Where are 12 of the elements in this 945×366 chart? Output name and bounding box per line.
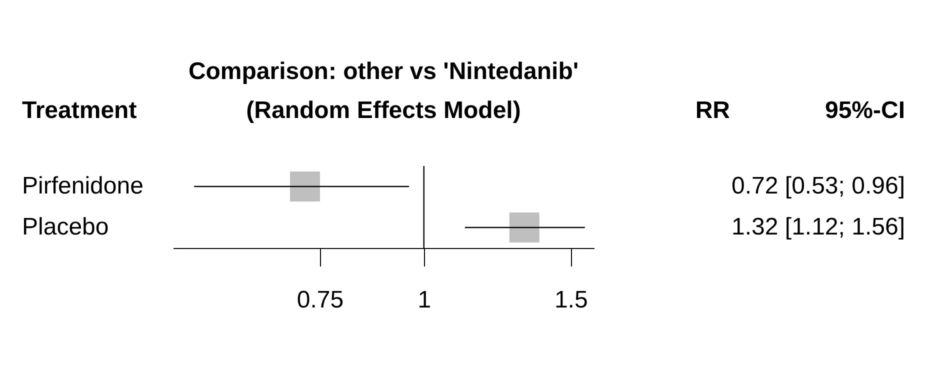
text: RR [695, 97, 730, 124]
text: 95%-CI [824, 97, 905, 124]
chart-title: Comparison: other vs 'Nintedanib' [188, 58, 579, 85]
data-label: 0.72 [0.53; 0.96] [732, 172, 905, 200]
data-label: 1.32 [1.12; 1.56] [732, 214, 905, 240]
y-tick-label: Pirfenidone [22, 172, 144, 200]
x-tick-label: 1 [418, 286, 432, 314]
y-axis-title: Treatment [22, 97, 137, 124]
y-tick-label: Placebo [22, 214, 109, 240]
x-tick-label: 1.5 [554, 286, 588, 314]
x-tick-label: 0.75 [296, 286, 344, 314]
chart-subtitle: (Random Effects Model) [246, 97, 521, 124]
